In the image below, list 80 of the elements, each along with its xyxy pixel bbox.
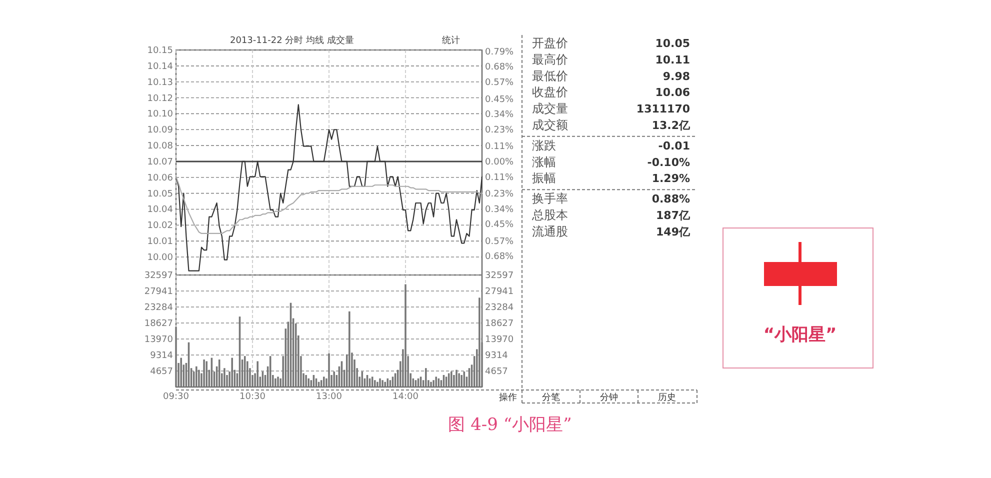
y-tick-label: 10.02 [147, 221, 173, 232]
y-tick-label: 32597 [144, 271, 173, 281]
text: 149亿 [656, 225, 690, 238]
text: 统计 [442, 35, 460, 46]
y2-tick-label: 0.00% [485, 157, 514, 168]
y2-tick-label: 13970 [485, 335, 514, 345]
y-tick-label: 13970 [144, 335, 174, 345]
text: 10.11 [655, 53, 690, 66]
text: 187亿 [656, 209, 690, 222]
y-tick-label: 10.06 [147, 173, 174, 184]
text: 1.29% [652, 172, 690, 186]
category-label: 最低价 [532, 68, 568, 83]
y2-tick-label: 0.34% [485, 204, 514, 215]
x-tick-label: 13:00 [316, 392, 342, 402]
caption: 图 4-9 “小阳星” [448, 415, 572, 435]
category-label: 成交额 [532, 118, 568, 132]
text: 分钟 [600, 392, 618, 403]
y2-tick-label: 0.79% [485, 47, 514, 58]
text: 13.2亿 [652, 119, 690, 132]
y-tick-label: 23284 [144, 303, 174, 313]
text: 操作 [499, 392, 517, 403]
y2-tick-label: 0.23% [485, 190, 514, 200]
category-label: 开盘价 [532, 36, 568, 50]
y2-tick-label: 0.34% [485, 110, 514, 120]
y-tick-label: 10.04 [147, 205, 174, 216]
category-label: 流通股 [532, 224, 568, 238]
y2-tick-label: 0.57% [485, 236, 514, 247]
x-tick-label: 14:00 [392, 392, 419, 402]
text: -0.10% [647, 156, 690, 169]
y-tick-label: 18627 [144, 319, 173, 329]
category-label: 成交量 [532, 102, 568, 116]
y-tick-label: 9314 [150, 351, 174, 361]
category-label: 振幅 [532, 171, 556, 186]
text: 9.98 [662, 70, 690, 83]
category-label: 最高价 [532, 52, 568, 66]
text: 0.88% [652, 192, 690, 206]
line-series [175, 104, 483, 272]
y2-tick-label: 0.45% [485, 94, 514, 105]
y-tick-label: 10.12 [147, 94, 173, 104]
text: 1311170 [636, 102, 690, 116]
y-tick-label: 10.01 [147, 237, 173, 248]
y-tick-label: 10.14 [147, 62, 174, 72]
text: “小阳星” [763, 325, 837, 345]
text: 10.06 [655, 86, 690, 100]
y2-tick-label: 0.57% [485, 78, 514, 88]
y-tick-label: 27941 [144, 287, 173, 297]
y2-tick-label: 9314 [485, 351, 508, 361]
line-series [175, 176, 483, 234]
y2-tick-label: 32597 [485, 271, 514, 281]
text: 分笔 [542, 392, 560, 403]
y2-tick-label: 0.68% [485, 62, 514, 73]
y2-tick-label: 27941 [485, 287, 514, 297]
category-label: 涨幅 [532, 154, 556, 169]
y2-tick-label: 0.68% [485, 252, 514, 262]
text: 10.05 [655, 37, 690, 50]
chart-title: 2013-11-22 分时 均线 成交量 [230, 35, 354, 46]
y-tick-label: 10.05 [147, 189, 173, 200]
y-tick-label: 10.09 [147, 126, 174, 136]
y-tick-label: 10.00 [147, 253, 174, 263]
y2-tick-label: 0.23% [485, 125, 514, 136]
y-tick-label: 10.15 [147, 46, 173, 56]
category-label: 总股本 [531, 208, 568, 222]
y2-tick-label: 0.11% [485, 172, 514, 183]
x-tick-label: 09:30 [163, 392, 190, 402]
y2-tick-label: 0.45% [485, 220, 514, 230]
x-tick-label: 10:30 [240, 392, 266, 402]
y-tick-label: 10.08 [147, 142, 174, 152]
category-label: 收盘价 [532, 85, 568, 100]
y-tick-label: 4657 [150, 367, 173, 377]
category-label: 涨跌 [532, 138, 556, 152]
y-tick-label: 10.13 [147, 78, 173, 88]
y-tick-label: 10.10 [147, 110, 174, 120]
text: -0.01 [658, 139, 690, 152]
category-label: 换手率 [532, 192, 568, 206]
y2-tick-label: 4657 [485, 367, 508, 377]
y2-tick-label: 0.11% [485, 142, 514, 152]
y2-tick-label: 18627 [485, 319, 514, 329]
text: 历史 [658, 392, 676, 403]
y2-tick-label: 23284 [485, 303, 514, 313]
y-tick-label: 10.07 [147, 157, 173, 168]
